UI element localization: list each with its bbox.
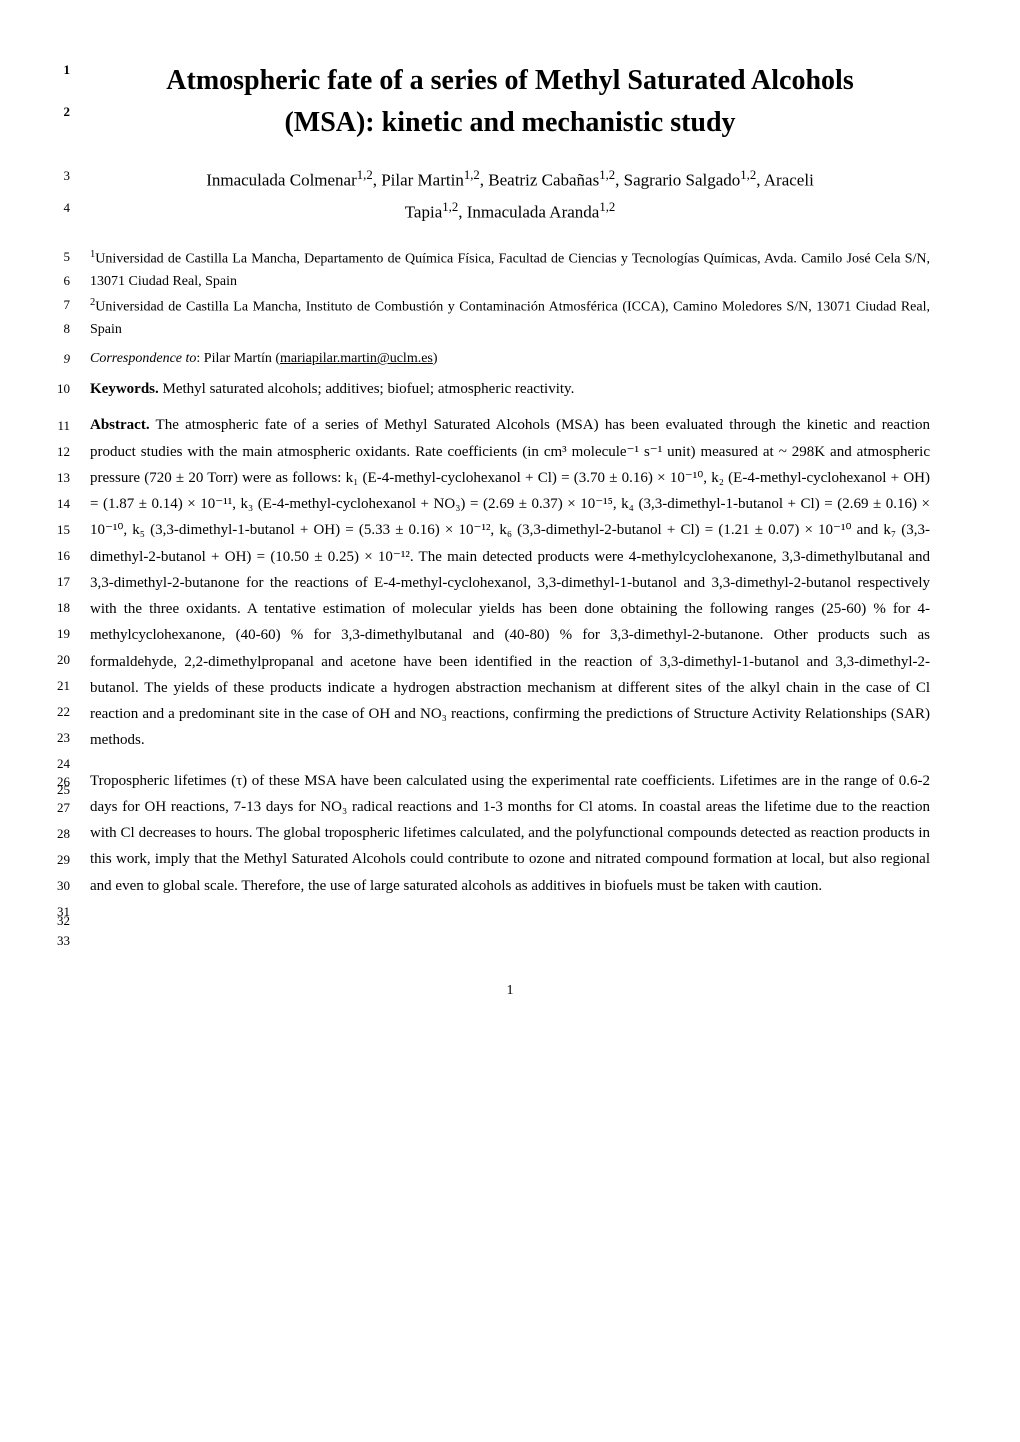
abstract-label: Abstract.: [90, 417, 150, 433]
author-affil-sup: 1,2: [599, 200, 615, 214]
line-number: 28: [40, 823, 70, 846]
abstract-paragraph: 11 12 13 14 15 16 17 18 19 20 21 22 23 2…: [90, 412, 930, 753]
line-number: 9: [40, 351, 70, 367]
affiliation-1: 5 1Universidad de Castilla La Mancha, De…: [90, 247, 930, 293]
correspondence: 9 Correspondence to: Pilar Martín (maria…: [90, 351, 930, 367]
keywords-text: Methyl saturated alcohols; additives; bi…: [159, 381, 575, 397]
line-number: 7: [40, 295, 70, 316]
line-number: 32: [40, 913, 70, 929]
corr-label: Correspondence to: [90, 351, 196, 366]
author-affil-sup: 1,2: [599, 168, 615, 182]
line-number: 13: [40, 467, 70, 490]
author-affil-sup: 1,2: [740, 168, 756, 182]
para-text: Tropospheric lifetimes (τ) of these MSA …: [90, 773, 930, 894]
paper-title: 1Atmospheric fate of a series of Methyl …: [90, 60, 930, 144]
author-affil-sup: 1,2: [442, 200, 458, 214]
line-number: 18: [40, 597, 70, 620]
line-number: 3: [40, 164, 70, 187]
keywords-label: Keywords.: [90, 381, 159, 397]
author-affil-sup: 1,2: [357, 168, 373, 182]
line-number: 22: [40, 701, 70, 724]
line-number: 30: [40, 875, 70, 898]
line-number: 19: [40, 623, 70, 646]
line-number: 10: [40, 381, 70, 397]
line-number: 27: [40, 797, 70, 820]
corr-text: : Pilar Martín (: [196, 351, 280, 366]
line-number: 21: [40, 675, 70, 698]
line-number: 33: [40, 933, 70, 949]
line-number: 4: [40, 196, 70, 219]
author-sep: , Pilar Martin: [373, 171, 464, 190]
line-number: 15: [40, 519, 70, 542]
corr-close: ): [433, 351, 438, 366]
line-number: 23: [40, 727, 70, 750]
line-number: 1: [40, 60, 70, 80]
authors-block: 3Inmaculada Colmenar1,2, Pilar Martin1,2…: [90, 164, 930, 229]
affil-text: Universidad de Castilla La Mancha, Depar…: [90, 251, 930, 288]
title-line-2: (MSA): kinetic and mechanistic study: [284, 107, 735, 138]
line-number: 29: [40, 849, 70, 872]
line-number: 16: [40, 545, 70, 568]
line-number: 26: [40, 771, 70, 794]
line-number: 17: [40, 571, 70, 594]
corr-email: mariapilar.martin@uclm.es: [280, 351, 433, 366]
author-name: Tapia: [405, 203, 443, 222]
author-affil-sup: 1,2: [464, 168, 480, 182]
line-number: 6: [40, 273, 70, 289]
line-number: 11: [40, 415, 70, 438]
page-container: 1 Atmospheric fate of a series of Methyl …: [90, 60, 930, 999]
author-sep: , Beatriz Cabañas: [480, 171, 599, 190]
author-sep: , Araceli: [756, 171, 814, 190]
abstract-text: The atmospheric fate of a series of Meth…: [90, 417, 930, 748]
affiliation-2: 7 2Universidad de Castilla La Mancha, In…: [90, 295, 930, 341]
line-number: 5: [40, 247, 70, 268]
page-number: 1: [90, 983, 930, 999]
author-name: Inmaculada Colmenar: [206, 171, 357, 190]
line-number: 14: [40, 493, 70, 516]
author-sep: , Inmaculada Aranda: [458, 203, 599, 222]
line-number: 12: [40, 441, 70, 464]
keywords: 10 Keywords. Methyl saturated alcohols; …: [90, 381, 930, 398]
body-paragraph: 26 27 28 29 30 31 Tropospheric lifetimes…: [90, 768, 930, 899]
author-sep: , Sagrario Salgado: [615, 171, 740, 190]
line-number: 2: [40, 102, 70, 122]
line-number: 20: [40, 649, 70, 672]
affil-text: Universidad de Castilla La Mancha, Insti…: [90, 300, 930, 337]
title-line-1: Atmospheric fate of a series of Methyl S…: [166, 65, 853, 96]
line-number: 8: [40, 321, 70, 337]
